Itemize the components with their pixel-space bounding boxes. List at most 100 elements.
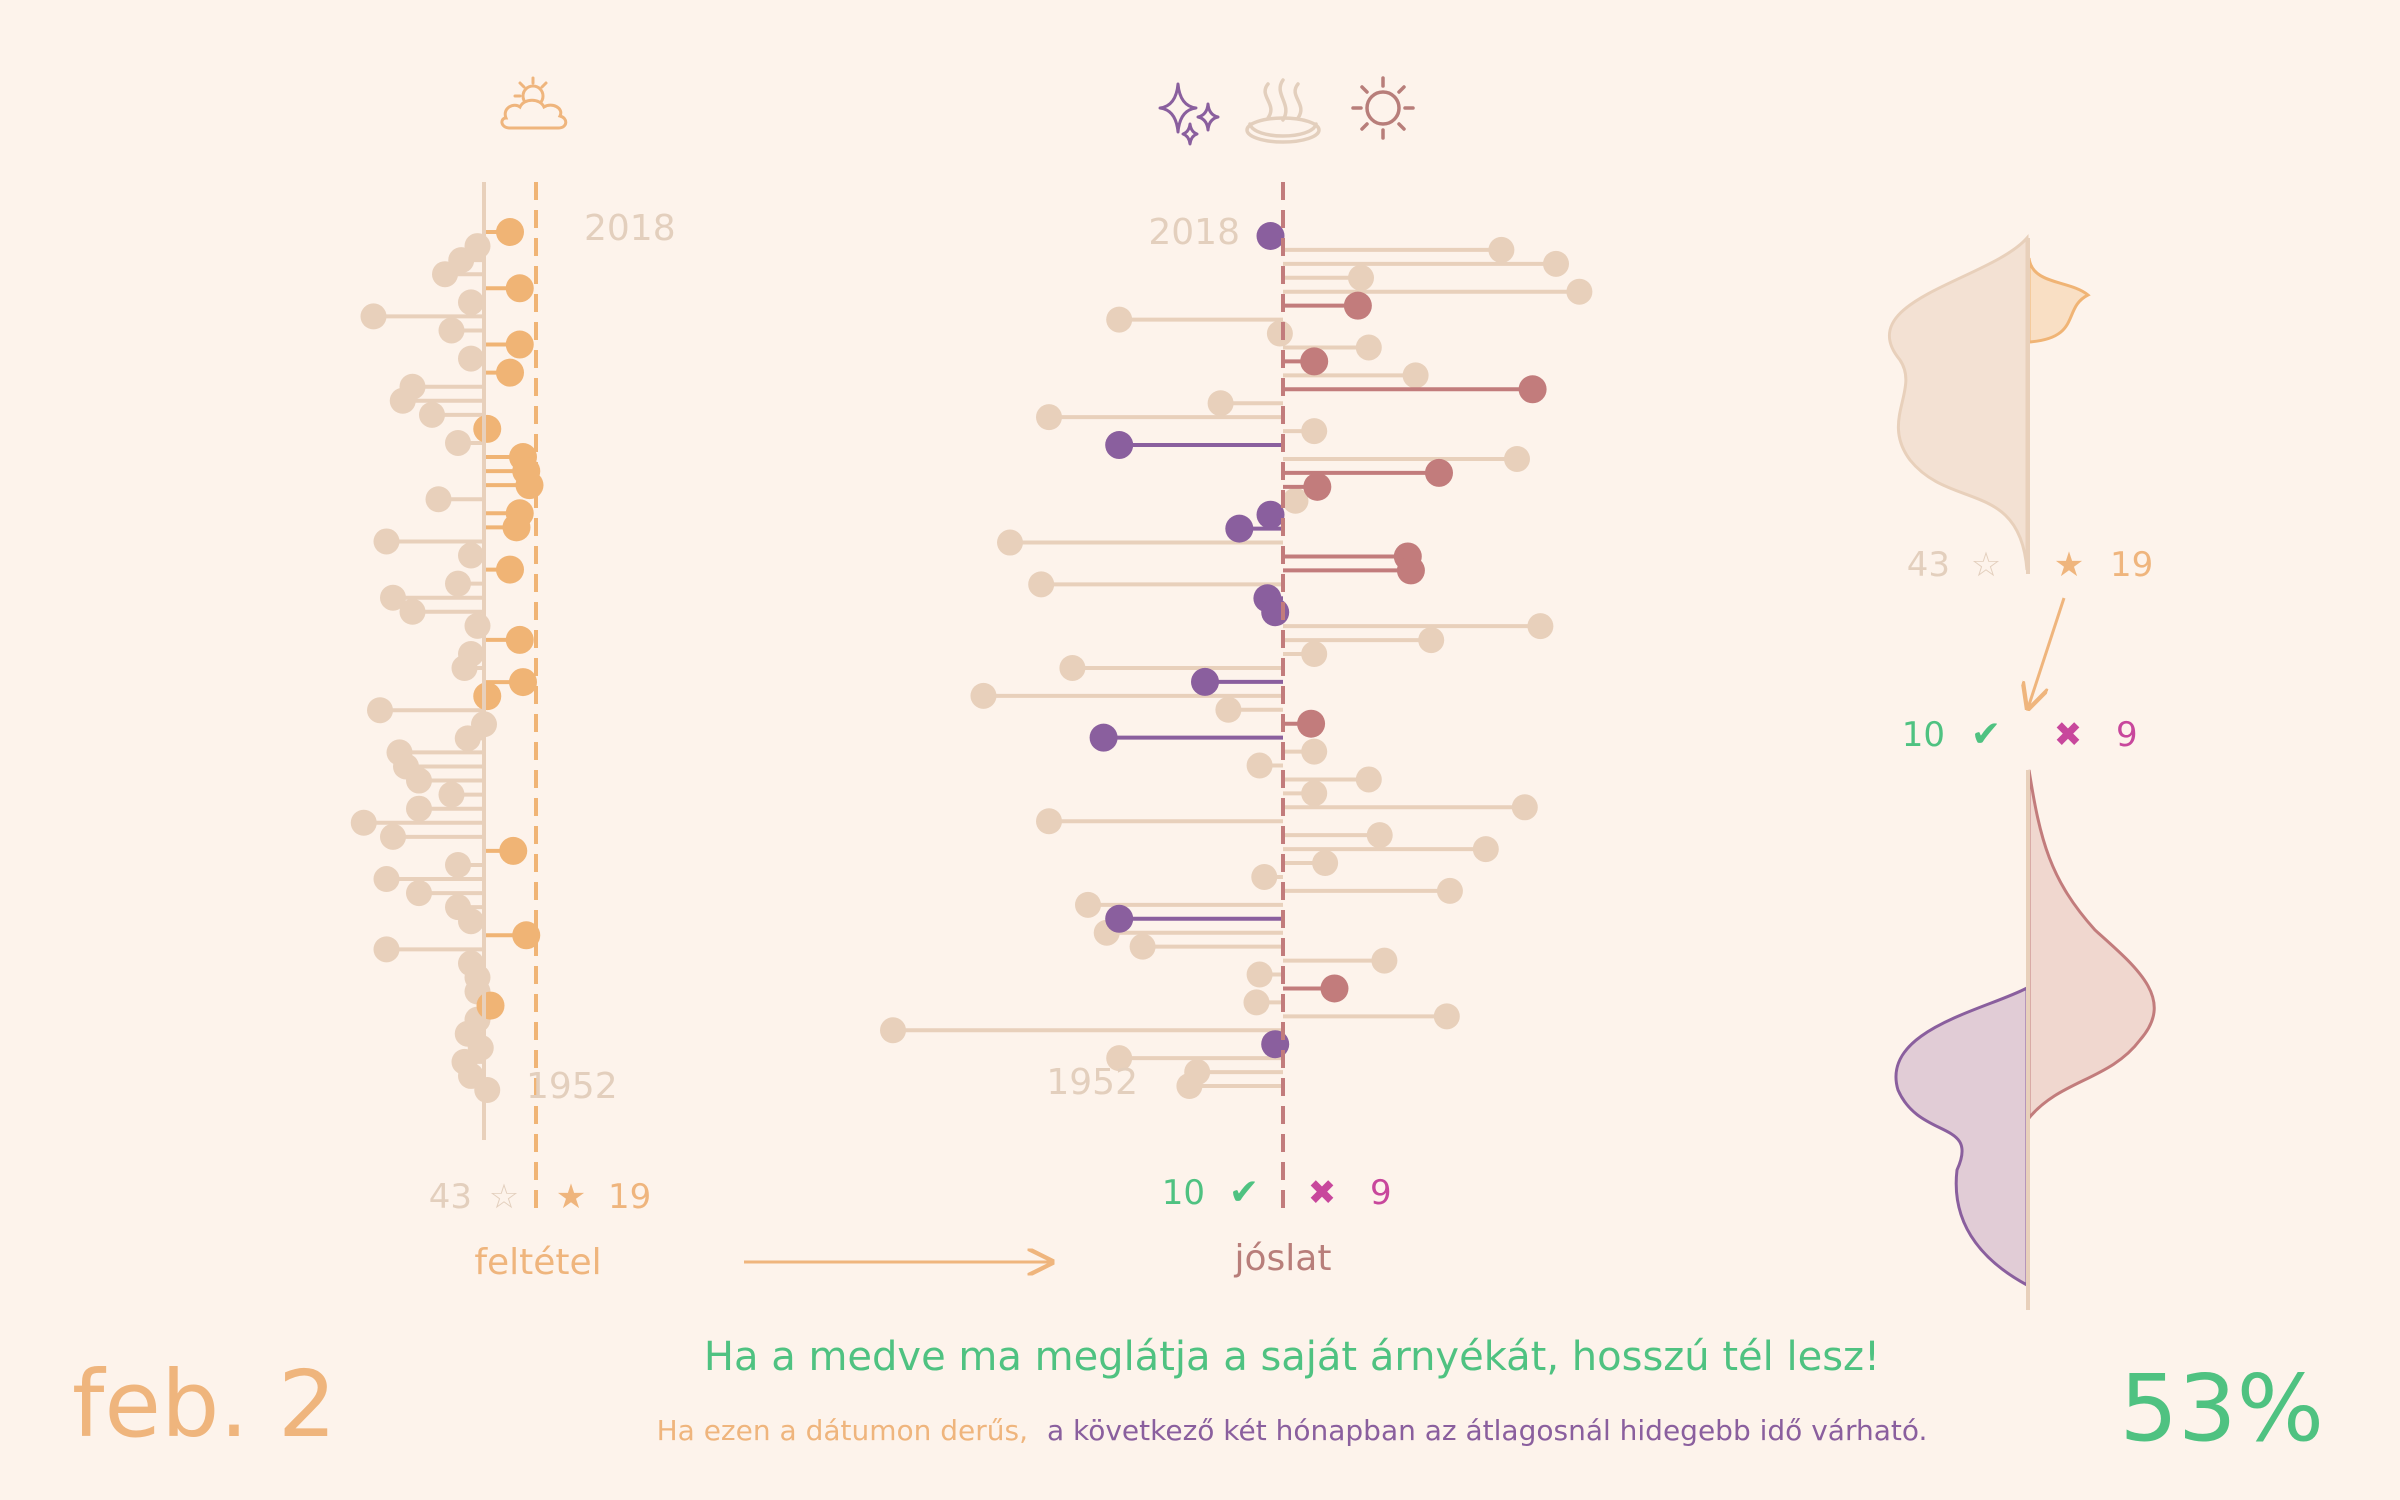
prediction-dot <box>1207 390 1234 417</box>
prediction-dot <box>1105 904 1134 933</box>
prediction-legend: 10 ✔ ✖ 9 <box>1162 1172 1392 1213</box>
prediction-dot <box>1129 933 1156 960</box>
condition-dot <box>380 823 406 850</box>
subline: Ha ezen a dátumon derűs, a következő két… <box>657 1414 1928 1447</box>
condition-dot <box>350 809 377 836</box>
condition-dot <box>499 836 528 865</box>
condition-dot <box>432 261 458 288</box>
prediction-dot <box>1312 850 1339 877</box>
condition-dot <box>373 866 400 893</box>
prediction-dot <box>1343 291 1372 320</box>
dist-count-wrong: 9 <box>2116 715 2138 755</box>
dist-star-filled-icon: ★ <box>2054 545 2084 585</box>
prediction-dot <box>1355 334 1382 361</box>
hot-springs-icon <box>1245 78 1321 144</box>
condition-dot <box>458 542 484 569</box>
condition-distribution: 43 ☆ ★ 19 <box>1888 234 2153 585</box>
condition-dot <box>451 655 478 682</box>
prediction-dot <box>1106 1045 1133 1072</box>
prediction-dot <box>1256 500 1285 529</box>
condition-legend: 43 ☆ ★ 19 <box>429 1177 652 1217</box>
condition-lollipops <box>350 218 544 1103</box>
sparkles-icon <box>1158 82 1220 146</box>
prediction-dot <box>1504 445 1530 472</box>
prediction-dot <box>1191 667 1219 696</box>
condition-dot <box>473 682 502 711</box>
prediction-dot <box>1075 891 1101 918</box>
prediction-dot <box>1488 236 1515 263</box>
prediction-dot <box>970 682 997 709</box>
condition-dot <box>505 625 534 654</box>
prediction-dot <box>997 529 1023 556</box>
prediction-dot <box>1425 458 1453 487</box>
dist-checkmark-icon: ✔ <box>1971 714 2001 755</box>
prediction-dot <box>1543 250 1569 277</box>
prediction-dot <box>1215 696 1242 723</box>
dist-count-not-met: 43 <box>1907 545 1950 585</box>
prediction-dot <box>1355 766 1382 793</box>
dist-count-correct: 10 <box>1902 715 1945 755</box>
prediction-dot <box>1297 709 1326 738</box>
prediction-distribution <box>1894 769 2156 1310</box>
prediction-dot <box>1300 347 1329 376</box>
condition-dot <box>458 345 484 372</box>
prediction-dot <box>1243 989 1270 1016</box>
condition-dot <box>406 880 432 907</box>
condition-dot <box>476 991 505 1020</box>
condition-dot <box>367 697 393 724</box>
condition-dot <box>445 429 471 456</box>
dist-star-outline-icon: ☆ <box>1971 545 2001 585</box>
condition-dot <box>419 401 445 428</box>
condition-dot <box>505 274 534 303</box>
prediction-lollipops <box>880 222 1593 1099</box>
prediction-dot <box>1396 556 1425 585</box>
condition-year-end: 1952 <box>526 1066 618 1107</box>
condition-dot <box>474 1077 501 1103</box>
condition-dot <box>496 358 524 387</box>
condition-density-met <box>2027 257 2091 344</box>
condition-dot <box>399 598 426 625</box>
sun-icon <box>1351 76 1415 140</box>
checkmark-icon: ✔ <box>1229 1172 1259 1213</box>
prediction-dot <box>1028 571 1055 598</box>
star-filled-icon: ★ <box>556 1177 586 1217</box>
prediction-label: jóslat <box>1234 1238 1332 1279</box>
prediction-dot <box>1301 418 1328 445</box>
condition-dot <box>496 218 524 246</box>
prediction-dot <box>1105 431 1134 460</box>
condition-label: feltétel <box>474 1242 601 1283</box>
date-label: feb. 2 <box>72 1351 336 1458</box>
condition-dot <box>438 317 465 344</box>
headline: Ha a medve ma meglátja a saját árnyékát,… <box>704 1334 1880 1380</box>
condition-dot <box>464 612 491 639</box>
condition-dot <box>512 921 541 950</box>
condition-dot <box>373 936 400 963</box>
prediction-dot <box>1036 404 1062 431</box>
prediction-dot <box>1176 1073 1203 1099</box>
condition-dot <box>458 908 484 935</box>
condition-dot <box>438 781 465 808</box>
subline-part2: a következő két hónapban az átlagosnál h… <box>1047 1414 1927 1447</box>
condition-dot <box>496 555 524 584</box>
dist-cross-icon: ✖ <box>2054 715 2083 755</box>
subline-part1: Ha ezen a dátumon derűs, <box>657 1414 1028 1447</box>
prediction-dot <box>1566 278 1593 305</box>
prediction-dot <box>1059 654 1086 681</box>
prediction-count-correct: 10 <box>1162 1173 1205 1213</box>
prediction-dot <box>1433 1003 1460 1030</box>
percent-label: 53% <box>2120 1355 2324 1462</box>
prediction-dot <box>1527 613 1554 640</box>
star-outline-icon: ☆ <box>489 1177 519 1217</box>
condition-count-not-met: 43 <box>429 1177 472 1217</box>
prediction-dot <box>1036 808 1062 835</box>
prediction-dot <box>880 1017 906 1044</box>
prediction-year-end: 1952 <box>1046 1062 1138 1103</box>
condition-dot <box>505 330 534 359</box>
condition-count-met: 19 <box>608 1177 651 1217</box>
prediction-dot <box>1518 375 1547 404</box>
condition-year-start: 2018 <box>584 208 676 249</box>
condition-dot <box>509 668 537 697</box>
condition-dot <box>406 767 432 794</box>
condition-dot <box>458 289 484 316</box>
